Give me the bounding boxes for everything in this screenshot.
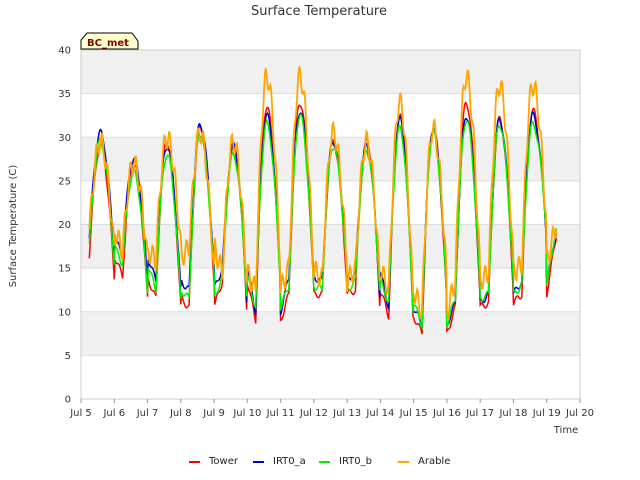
x-axis-label: Time [553,425,578,436]
plot-series [88,66,558,335]
plot-grid [80,49,581,400]
x-tick-label: Jul 9 [202,408,225,419]
x-tick-label: Jul 8 [169,408,192,419]
x-tick-label: Jul 7 [136,408,159,419]
series-line-arable [88,66,558,321]
x-tick-label: Jul 14 [365,408,394,419]
x-tick-label: Jul 11 [266,408,295,419]
x-tick-label: Jul 19 [532,408,561,419]
y-tick-label: 40 [58,46,71,57]
y-tick-label: 10 [58,307,71,318]
station-badge: BC_met [80,32,139,50]
badge-label: BC_met [87,38,129,49]
chart-title: Surface Temperature [251,4,387,19]
y-tick-label: 5 [65,351,71,362]
y-tick-label: 15 [58,264,71,275]
grid-band [81,224,580,269]
x-tick-label: Jul 10 [232,408,261,419]
plot-frame [80,49,581,400]
y-axis-ticks: 0 5 10 15 20 25 30 35 40 [58,46,71,406]
series-line-irt0_b [88,113,558,331]
badge-box [80,32,139,50]
x-tick-label: Jul 15 [399,408,428,419]
x-tick-label: Jul 13 [332,408,361,419]
legend-label: Tower [208,456,239,467]
y-tick-label: 0 [65,395,71,406]
grid-band [81,50,580,94]
legend-label: IRT0_b [339,456,372,467]
x-tick-label: Jul 16 [432,408,461,419]
y-axis-label: Surface Temperature (C) [8,165,19,288]
x-tick-label: Jul 6 [102,408,125,419]
y-tick-label: 20 [58,220,71,231]
legend-label: IRT0_a [273,456,306,467]
x-tick-label: Jul 18 [498,408,527,419]
y-tick-label: 25 [58,176,71,187]
legend-label: Arable [418,456,450,467]
y-tick-label: 30 [58,133,71,144]
grid-band [81,311,580,356]
x-tick-label: Jul 5 [69,408,92,419]
x-tick-label: Jul 12 [299,408,328,419]
x-axis-ticks: Jul 5 Jul 6 Jul 7 Jul 8 Jul 9 Jul 10 Jul 11 Jul… [69,399,594,419]
y-tick-label: 35 [58,89,71,100]
x-tick-label: Jul 17 [465,408,494,419]
legend: Tower IRT0_a IRT0_b Arable [189,456,450,467]
x-tick-label: Jul 20 [565,408,594,419]
